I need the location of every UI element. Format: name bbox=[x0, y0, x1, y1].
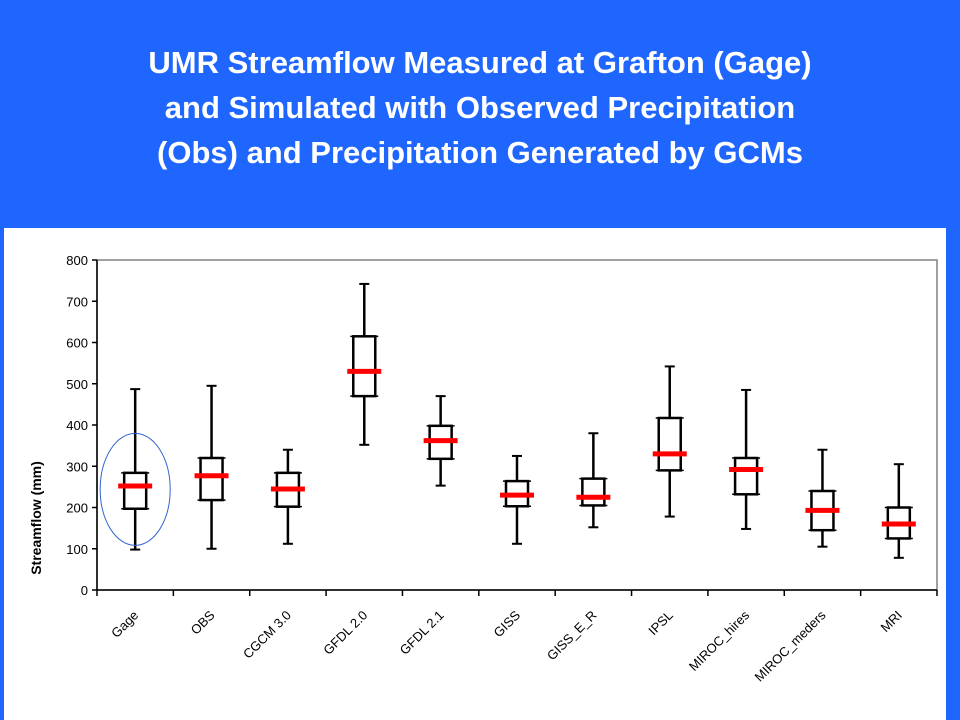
x-tick-label: GISS bbox=[491, 607, 524, 640]
slide-title: UMR Streamflow Measured at Grafton (Gage… bbox=[0, 40, 960, 175]
iqr-box bbox=[657, 416, 682, 472]
iqr-box bbox=[122, 471, 148, 510]
x-tick-label: GISS_E_R bbox=[544, 608, 600, 664]
x-tick-label: MRI bbox=[877, 608, 904, 635]
title-line-1: UMR Streamflow Measured at Grafton (Gage… bbox=[148, 45, 812, 80]
iqr-box bbox=[199, 456, 224, 502]
x-tick-label: MIROC_hires bbox=[686, 607, 753, 674]
boxplot-chart: 0 100 200 300 400 500 600 700 800 Gage OBS CGCM 3.… bbox=[28, 253, 938, 685]
y-axis-label: Streamflow (mm) bbox=[28, 461, 44, 575]
x-tick-label: GFDL 2.0 bbox=[320, 608, 370, 658]
x-tick-label: OBS bbox=[188, 607, 218, 637]
x-tick-label: IPSL bbox=[645, 608, 676, 639]
title-line-2: and Simulated with Observed Precipitatio… bbox=[164, 90, 796, 125]
y-tick-label: 200 bbox=[66, 501, 88, 516]
y-tick-label: 0 bbox=[81, 583, 88, 598]
highlight-ellipse bbox=[99, 432, 171, 546]
iqr-box bbox=[581, 477, 606, 507]
iqr-box bbox=[733, 456, 759, 496]
y-tick-label: 100 bbox=[66, 542, 88, 557]
y-tick-label: 400 bbox=[66, 418, 88, 433]
iqr-box bbox=[352, 335, 377, 398]
y-tick-label: 800 bbox=[66, 253, 88, 268]
chart-panel: 0 100 200 300 400 500 600 700 800 Gage OBS CGCM 3.… bbox=[4, 228, 946, 720]
x-tick-label: Gage bbox=[108, 608, 141, 641]
y-tick-label: 500 bbox=[66, 377, 88, 392]
x-tick-label: GFDL 2.1 bbox=[397, 608, 447, 658]
x-tick-label: MIROC_meders bbox=[752, 607, 829, 684]
y-tick-label: 600 bbox=[66, 336, 88, 351]
x-tick-label: CGCM 3.0 bbox=[240, 608, 294, 662]
title-line-3: (Obs) and Precipitation Generated by GCM… bbox=[157, 135, 803, 170]
y-tick-label: 700 bbox=[66, 294, 88, 309]
y-tick-label: 300 bbox=[66, 459, 88, 474]
